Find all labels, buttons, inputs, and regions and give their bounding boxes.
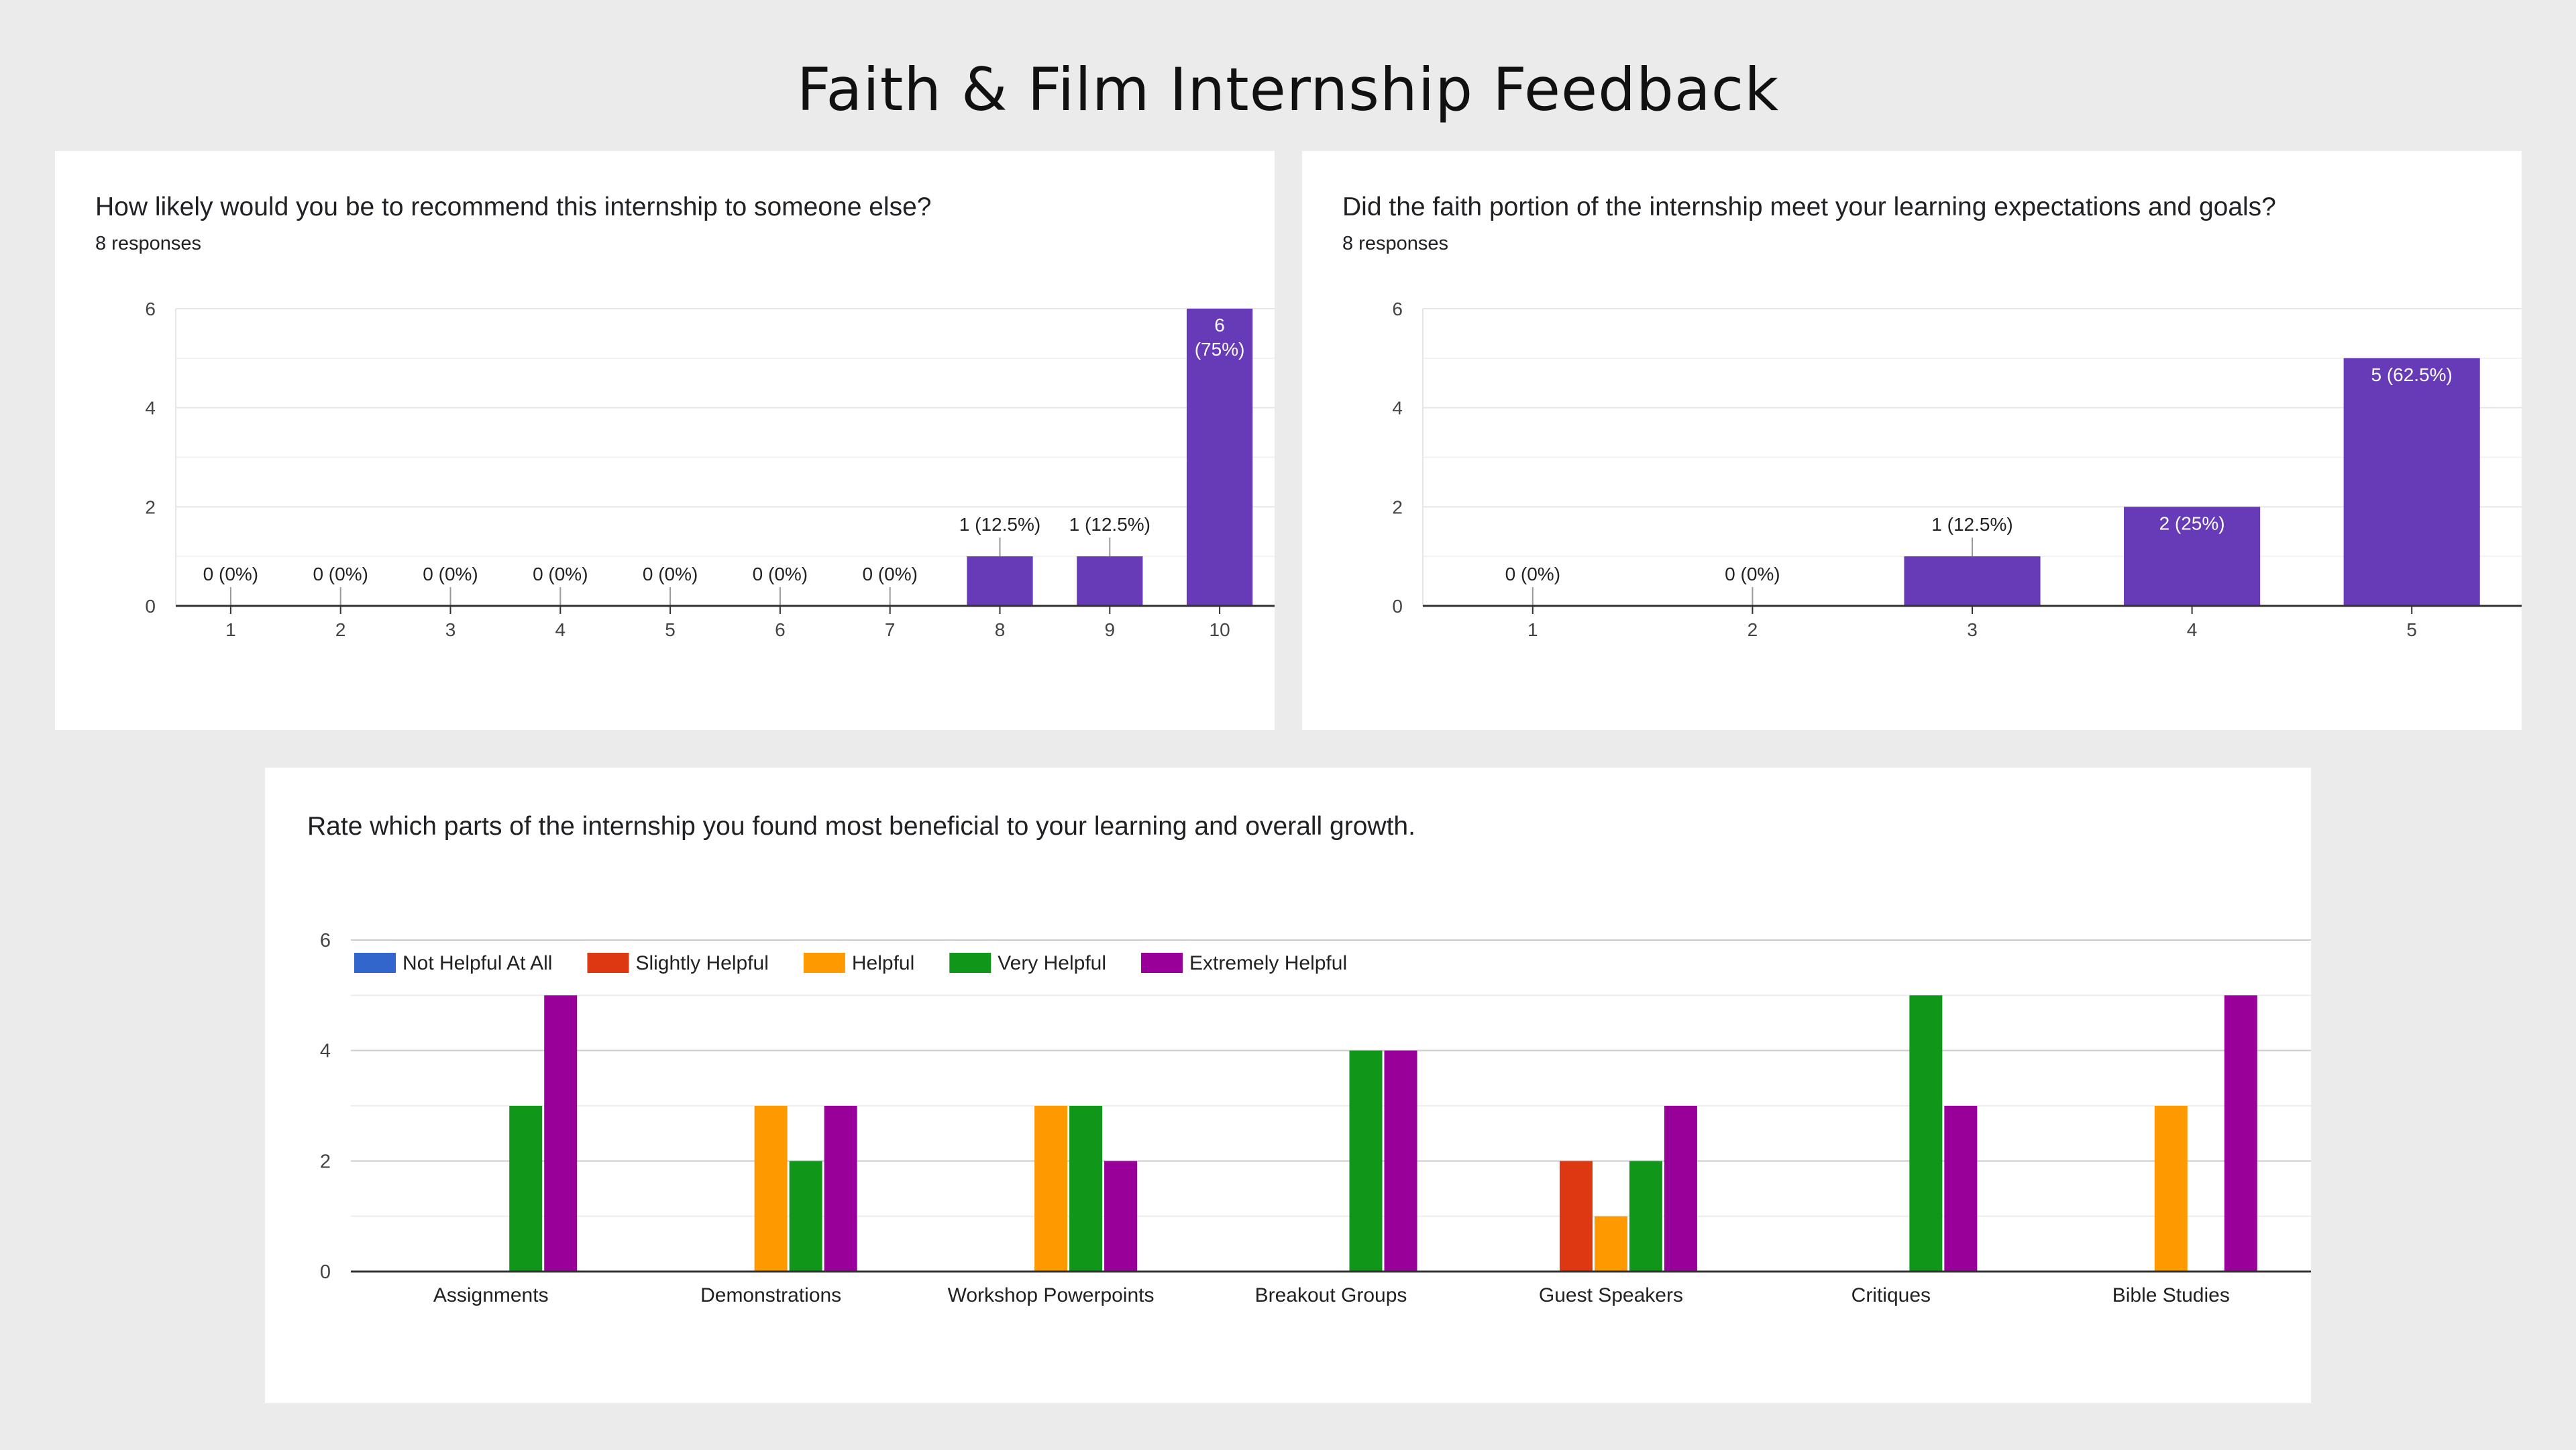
response-count: 8 responses (1342, 233, 1448, 254)
bar (1904, 556, 2041, 606)
bar-chart-recommend: 0 2 4 6 0 (0%) 1 0 (0%) 2 0 (0%) 3 0 (0%) 4 0 (0%) 5 0… (145, 299, 1275, 640)
bar (2124, 507, 2261, 606)
x-tick-label: Demonstrations (700, 1284, 841, 1306)
x-tick-label: 2 (1748, 619, 1758, 640)
chart-card-beneficial: Rate which parts of the internship you f… (265, 768, 2311, 1403)
legend-swatch (1141, 953, 1183, 973)
x-tick-label: 10 (1210, 619, 1230, 640)
x-tick-label: Guest Speakers (1539, 1284, 1683, 1306)
bar (2224, 995, 2257, 1272)
bar (1559, 1161, 1593, 1272)
legend-label: Very Helpful (998, 952, 1106, 974)
data-label: 0 (0%) (643, 564, 698, 584)
chart-title: Rate which parts of the internship you f… (307, 812, 1415, 841)
bar (509, 1106, 543, 1272)
bar (1909, 995, 1943, 1272)
x-tick-label: 5 (2406, 619, 2417, 640)
data-label: 6 (1214, 315, 1225, 335)
legend-label: Slightly Helpful (635, 952, 768, 974)
bar (544, 995, 578, 1272)
x-tick-label: 8 (995, 619, 1006, 640)
data-label: 2 (25%) (2159, 513, 2225, 533)
y-tick-label: 2 (320, 1151, 331, 1172)
legend-swatch (354, 953, 396, 973)
y-tick-label: 4 (1392, 398, 1403, 419)
x-tick-label: 1 (1527, 619, 1538, 640)
data-label: 0 (0%) (313, 564, 368, 584)
x-tick-label: Assignments (433, 1284, 549, 1306)
legend-swatch (949, 953, 991, 973)
data-label: 0 (0%) (1505, 564, 1560, 584)
x-tick-label: 5 (665, 619, 676, 640)
x-tick-label: 4 (2187, 619, 2198, 640)
bar (1384, 1050, 1417, 1272)
x-tick-label: 2 (335, 619, 346, 640)
bar (1069, 1106, 1103, 1272)
grouped-bar-chart-beneficial: 0 2 4 6 Assignments Demonstrations Workshop Po… (320, 930, 2311, 1306)
x-tick-label: 6 (775, 619, 786, 640)
bar (824, 1106, 857, 1272)
bar (1034, 1106, 1068, 1272)
data-label: 1 (12.5%) (1931, 514, 2012, 535)
x-tick-label: 3 (445, 619, 456, 640)
y-tick-label: 4 (320, 1041, 331, 1062)
bar (967, 556, 1033, 606)
x-tick-label: 4 (555, 619, 566, 640)
x-tick-label: 3 (1967, 619, 1978, 640)
bar (1664, 1106, 1697, 1272)
data-label: (75%) (1195, 339, 1245, 360)
chart-title: How likely would you be to recommend thi… (95, 193, 932, 221)
x-tick-label: Workshop Powerpoints (948, 1284, 1155, 1306)
data-label: 0 (0%) (1725, 564, 1780, 584)
legend-swatch (587, 953, 629, 973)
y-tick-label: 4 (145, 398, 156, 419)
bar (1186, 309, 1253, 606)
legend-label: Helpful (852, 952, 914, 974)
y-tick-label: 6 (1392, 299, 1403, 319)
data-label: 0 (0%) (533, 564, 588, 584)
x-tick-label: 9 (1105, 619, 1116, 640)
bar (1104, 1161, 1138, 1272)
data-label: 1 (12.5%) (1069, 514, 1150, 535)
x-tick-label: Critiques (1851, 1284, 1931, 1306)
chart-card-faith: Did the faith portion of the internship … (1302, 151, 2522, 730)
x-tick-label: Breakout Groups (1255, 1284, 1407, 1306)
bar (1077, 556, 1143, 606)
legend-label: Not Helpful At All (402, 952, 552, 974)
data-label: 1 (12.5%) (959, 514, 1040, 535)
legend-swatch (803, 953, 845, 973)
y-tick-label: 6 (145, 299, 156, 319)
bar (1594, 1216, 1627, 1272)
y-tick-label: 0 (320, 1261, 331, 1283)
page-title: Faith & Film Internship Feedback (796, 55, 1780, 124)
bar (1629, 1161, 1662, 1272)
legend-label: Extremely Helpful (1189, 952, 1347, 974)
chart-title: Did the faith portion of the internship … (1342, 193, 2276, 221)
response-count: 8 responses (95, 233, 201, 254)
data-label: 0 (0%) (753, 564, 808, 584)
x-tick-label: 1 (225, 619, 236, 640)
y-tick-label: 2 (145, 497, 156, 517)
y-tick-label: 0 (145, 596, 156, 617)
data-label: 0 (0%) (423, 564, 478, 584)
chart-card-recommend: How likely would you be to recommend thi… (55, 151, 1275, 730)
data-label: 0 (0%) (862, 564, 917, 584)
bar (1349, 1050, 1383, 1272)
y-tick-label: 2 (1392, 497, 1403, 517)
data-label: 0 (0%) (203, 564, 258, 584)
bar (1944, 1106, 1978, 1272)
x-tick-label: Bible Studies (2112, 1284, 2230, 1306)
bar (2154, 1106, 2188, 1272)
x-tick-label: 7 (885, 619, 896, 640)
y-tick-label: 6 (320, 930, 331, 951)
bar (754, 1106, 788, 1272)
y-tick-label: 0 (1392, 596, 1403, 617)
data-label: 5 (62.5%) (2371, 364, 2452, 385)
bar (2343, 358, 2480, 606)
bar (789, 1161, 822, 1272)
bar-chart-faith: 0 2 4 6 0 (0%) 1 0 (0%) 2 1 (12.5%) 3 2 (25%) 4 5 (6… (1392, 299, 2522, 640)
